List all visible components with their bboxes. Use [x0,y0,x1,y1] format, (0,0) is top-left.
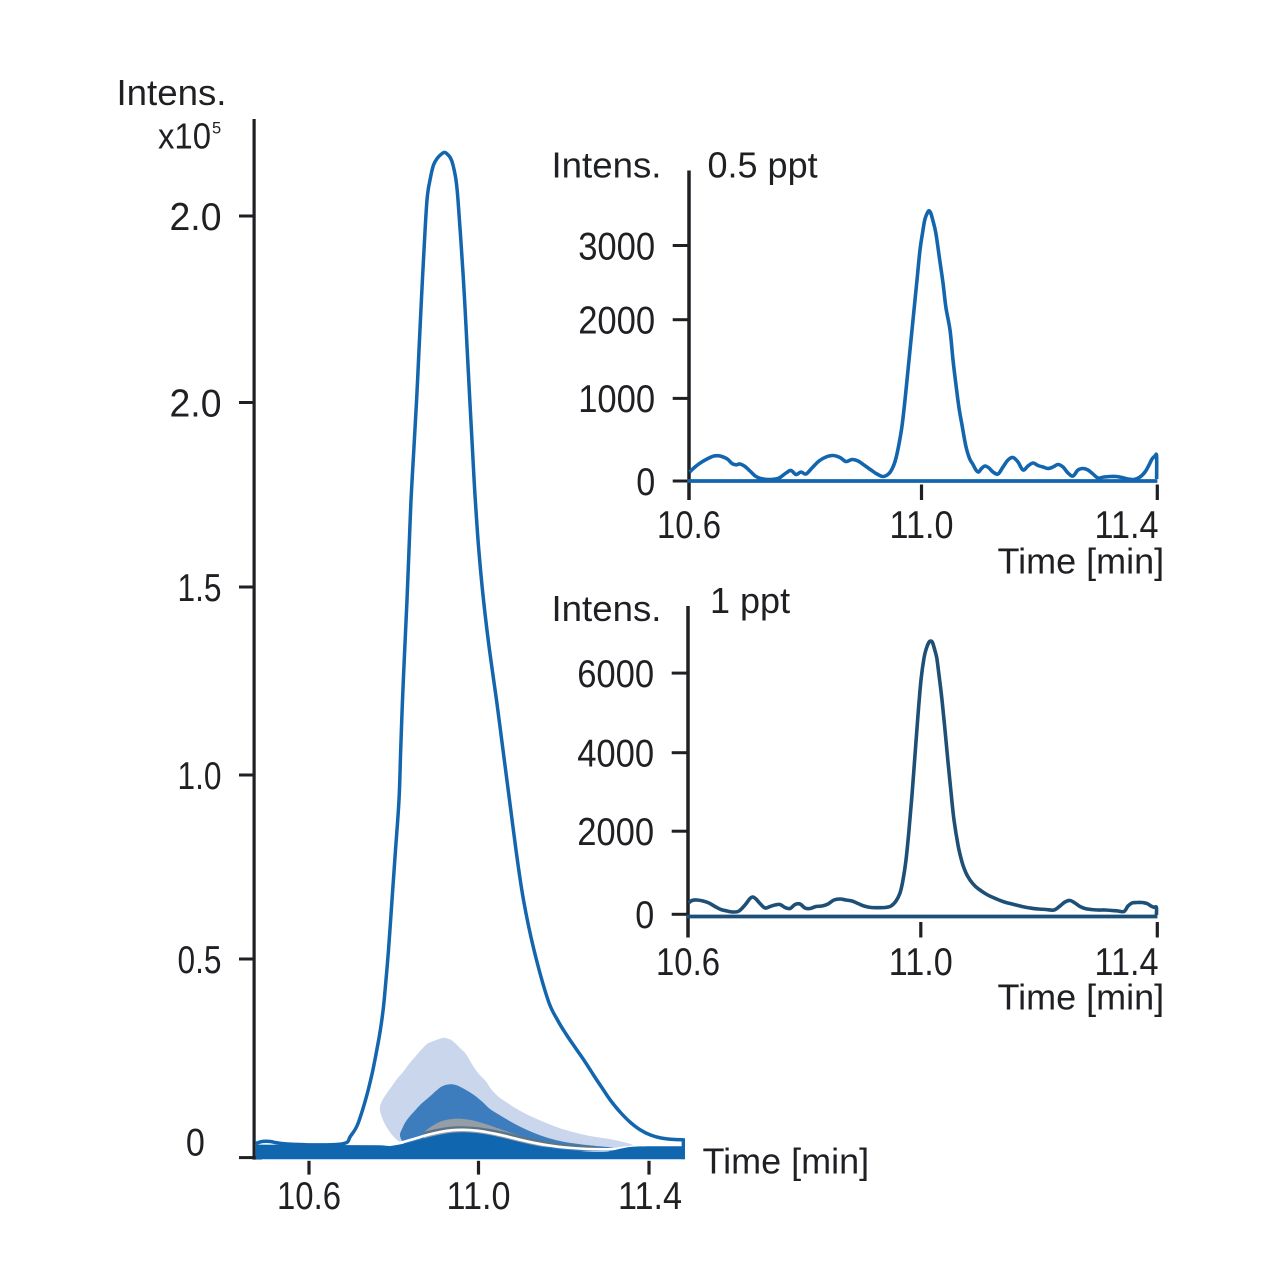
svg-text:Intens.: Intens. [552,588,662,629]
svg-text:2.0: 2.0 [170,196,222,239]
svg-text:4000: 4000 [577,733,654,776]
svg-text:11.0: 11.0 [890,504,954,547]
svg-text:10.6: 10.6 [656,941,720,984]
svg-text:11.4: 11.4 [1095,504,1159,547]
svg-text:2000: 2000 [577,811,654,854]
svg-text:1.0: 1.0 [178,755,222,798]
svg-text:0: 0 [186,1122,205,1165]
svg-text:0: 0 [636,461,655,504]
svg-text:1 ppt: 1 ppt [710,580,790,621]
svg-text:Intens.: Intens. [117,72,227,113]
svg-text:x10: x10 [158,116,211,157]
svg-text:11.0: 11.0 [447,1175,511,1218]
svg-text:11.4: 11.4 [1095,941,1159,984]
svg-text:2000: 2000 [578,300,655,343]
svg-text:3000: 3000 [578,225,655,268]
svg-text:11.0: 11.0 [889,941,953,984]
svg-text:0: 0 [635,894,654,937]
svg-text:Time [min]: Time [min] [998,977,1165,1018]
svg-text:5: 5 [212,120,221,138]
svg-text:0.5: 0.5 [178,939,222,982]
svg-text:10.6: 10.6 [657,504,721,547]
svg-text:2.0: 2.0 [170,382,222,425]
svg-text:1.5: 1.5 [178,567,222,610]
svg-text:11.4: 11.4 [618,1175,682,1218]
svg-text:0.5 ppt: 0.5 ppt [708,145,818,186]
svg-text:Time [min]: Time [min] [998,541,1165,582]
svg-text:10.6: 10.6 [277,1175,341,1218]
svg-text:6000: 6000 [577,653,654,696]
svg-text:Intens.: Intens. [552,145,662,186]
svg-text:Time [min]: Time [min] [703,1141,870,1182]
svg-text:1000: 1000 [578,378,655,421]
